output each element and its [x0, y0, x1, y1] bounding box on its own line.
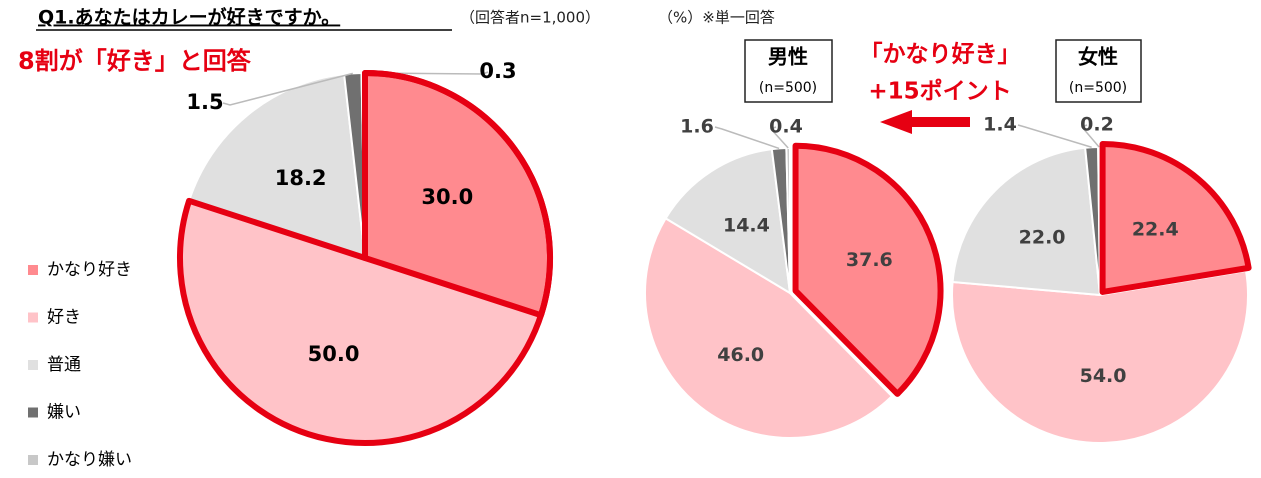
annotation: 「かなり好き」: [860, 42, 1021, 68]
highlight-outline: [792, 142, 944, 397]
pie-slice: [785, 146, 791, 294]
pie-slice: [951, 269, 1249, 444]
annotation: +15ポイント: [868, 78, 1011, 105]
pie-title: 男性: [768, 45, 808, 69]
leader-line: [222, 72, 353, 106]
data-label: 1.5: [186, 90, 223, 114]
highlight-outline: [1099, 140, 1252, 295]
data-label: 22.4: [1132, 218, 1179, 240]
highlight-outline: [362, 70, 553, 319]
pie-subtitle: (n=500): [1069, 80, 1127, 96]
legend-label: かなり好き: [47, 260, 132, 280]
data-label: 50.0: [308, 342, 360, 366]
legend-label: 嫌い: [47, 403, 81, 423]
legend-label: 好き: [47, 308, 81, 328]
data-label: 0.3: [479, 59, 516, 83]
data-label: 0.2: [1080, 114, 1114, 136]
legend-label: かなり嫌い: [47, 450, 132, 470]
data-label: 18.2: [275, 166, 327, 190]
data-label: 30.0: [421, 185, 473, 209]
legend-swatch: [28, 312, 38, 323]
data-label: 1.4: [983, 114, 1017, 136]
legend-label: 普通: [47, 355, 81, 375]
data-label: 14.4: [723, 215, 770, 237]
leader-line: [1017, 124, 1092, 148]
unit-note: （%）※単一回答: [658, 9, 775, 27]
data-label: 54.0: [1080, 365, 1127, 387]
leader-line: [1080, 124, 1100, 148]
male-box: [744, 39, 833, 103]
pie-slice: [664, 148, 792, 295]
female-box: [1055, 39, 1142, 103]
legend-swatch: [28, 360, 38, 370]
legend-swatch: [28, 455, 38, 465]
pie-subtitle: (n=500): [759, 80, 817, 96]
leader-line: [363, 71, 489, 75]
legend-swatch: [28, 265, 38, 275]
annotation: 8割が「好き」と回答: [18, 47, 252, 75]
data-label: 22.0: [1019, 226, 1066, 248]
chart-subtitle: （回答者n=1,000）: [460, 9, 600, 27]
leader-line: [714, 126, 780, 150]
pie-title: 女性: [1078, 45, 1118, 69]
chart-title: Q1.あなたはカレーが好きですか。: [38, 6, 340, 29]
leader-line: [769, 126, 789, 149]
data-label: 1.6: [680, 116, 714, 138]
legend-swatch: [28, 407, 38, 418]
pie-slice: [644, 217, 894, 439]
data-label: 37.6: [846, 249, 893, 271]
arrow: [880, 110, 970, 134]
data-label: 46.0: [717, 344, 764, 366]
data-label: 0.4: [769, 116, 803, 138]
pie-slice: [951, 146, 1102, 297]
